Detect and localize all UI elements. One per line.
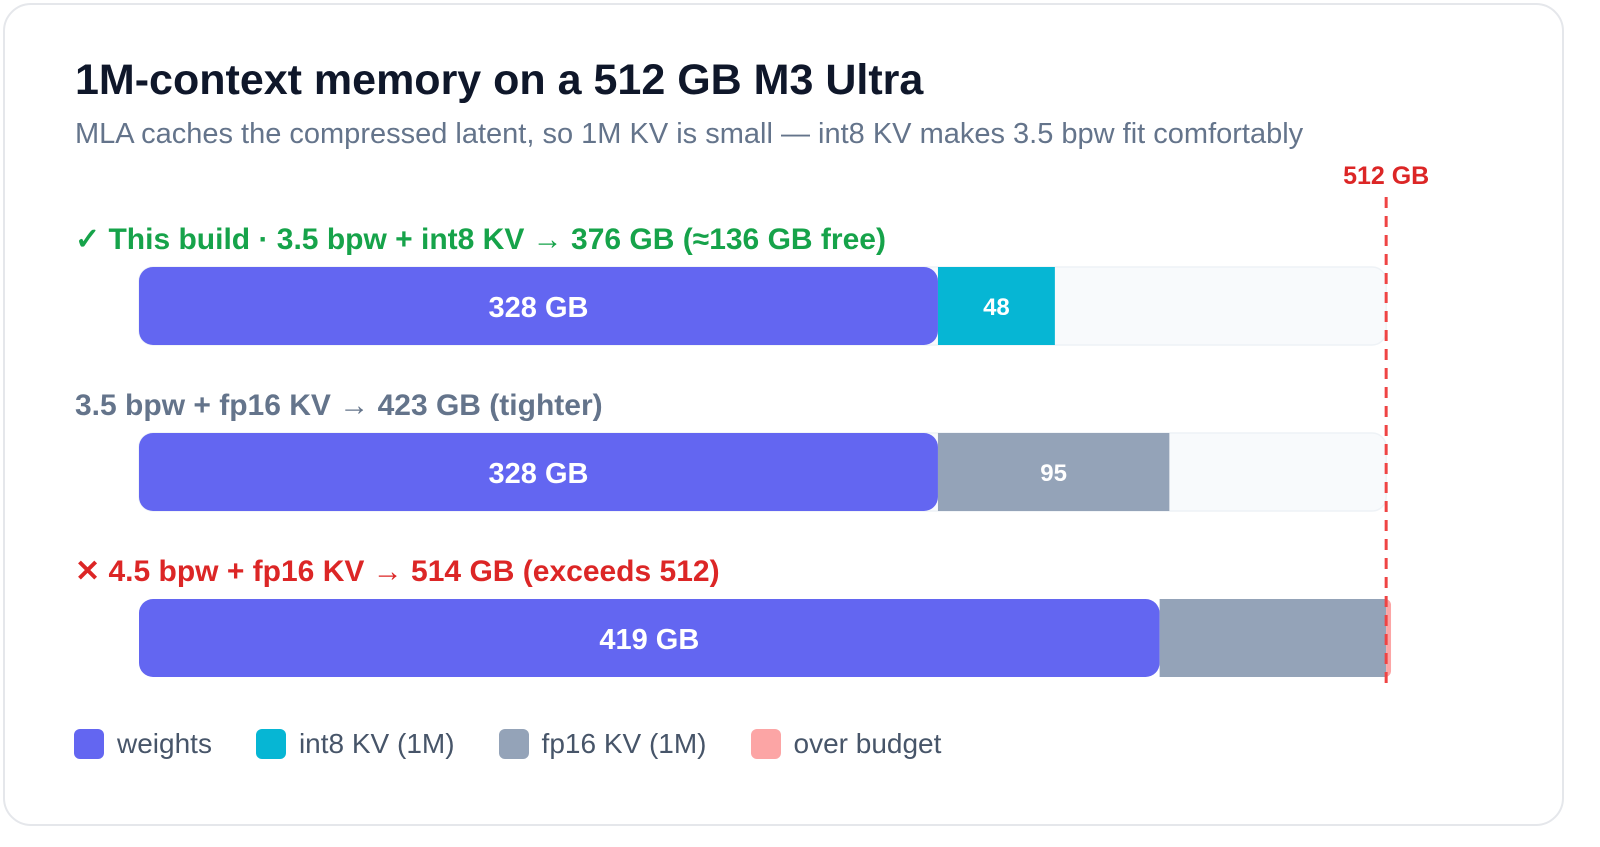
legend-label: weights (117, 728, 212, 759)
legend-swatch (74, 729, 104, 759)
legend-item-weights: weights (74, 728, 212, 760)
chart-card (3, 3, 1564, 826)
data-label: 95 (1040, 460, 1067, 487)
bar-segment-fp16-kv-1m (937, 433, 1170, 511)
legend-item-fp16-kv-1m: fp16 KV (1M) (498, 728, 707, 760)
legend-swatch (750, 729, 781, 759)
bar-segment-int8-kv-1m (937, 267, 1055, 345)
bar-segment-weights (139, 433, 938, 511)
chart-legend: weights int8 KV (1M) fp16 KV (1M) over budg… (74, 728, 985, 760)
chart-subtitle: MLA caches the compressed latent, so 1M … (75, 118, 1304, 150)
row-label-3: ✕ 4.5 bpw + fp16 KV → 514 GB (exceeds 51… (75, 555, 720, 588)
bar-segment-weights (139, 599, 1160, 677)
data-label: 419 GB (599, 624, 699, 656)
chart-title: 1M-context memory on a 512 GB M3 Ultra (75, 56, 924, 104)
legend-swatch (498, 729, 529, 759)
data-label: 48 (983, 294, 1010, 321)
row-label-2: 3.5 bpw + fp16 KV → 423 GB (tighter) (75, 389, 603, 422)
legend-item-int8-kv-1m: int8 KV (1M) (255, 728, 455, 760)
bar-row-1: ✓ This build · 3.5 bpw + int8 KV → 376 G… (75, 223, 1387, 346)
bar-row-2: 3.5 bpw + fp16 KV → 423 GB (tighter) 328 … (75, 389, 1387, 512)
data-label: 328 GB (489, 292, 589, 324)
data-label: 328 GB (489, 458, 589, 490)
row-label-1: ✓ This build · 3.5 bpw + int8 KV → 376 G… (75, 223, 886, 256)
legend-label: over budget (793, 728, 942, 759)
legend-label: fp16 KV (1M) (541, 728, 707, 759)
bar-row-3: ✕ 4.5 bpw + fp16 KV → 514 GB (exceeds 51… (75, 555, 1392, 677)
legend-label: int8 KV (1M) (298, 728, 455, 759)
bar-segment-weights (139, 267, 938, 345)
bar-segment-fp16-kv-1m (1159, 599, 1387, 677)
budget-label: 512 GB (1343, 162, 1429, 190)
legend-item-over-budget: over budget (750, 728, 942, 760)
legend-swatch (255, 729, 286, 759)
